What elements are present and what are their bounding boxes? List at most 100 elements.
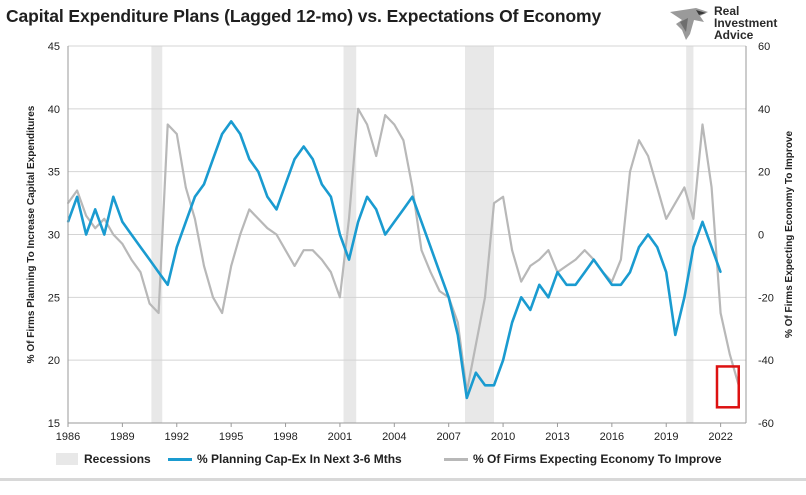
x-tick-label: 1992 <box>165 431 189 443</box>
tick-labels: 15 20 25 30 35 40 45 -60 -40 -20 0 20 40 60 1986 1989 19… <box>48 41 774 443</box>
data-point-right-57 <box>583 249 586 252</box>
data-point-left-41 <box>438 271 441 274</box>
y-right-tick-label: -60 <box>758 418 774 430</box>
legend-swatch-recessions <box>56 453 78 465</box>
data-point-left-32 <box>357 221 359 223</box>
legend-item-economy: % Of Firms Expecting Economy To Improve <box>444 452 722 466</box>
y-right-tick-label: 0 <box>758 230 764 242</box>
data-point-left-19 <box>239 133 242 135</box>
data-point-left-65 <box>656 246 659 248</box>
data-point-left-44 <box>465 396 468 399</box>
data-point-left-36 <box>393 221 396 223</box>
x-tick-label: 1995 <box>219 431 243 443</box>
data-point-left-1 <box>76 195 78 198</box>
data-point-left-71 <box>710 246 713 248</box>
data-point-right-10 <box>157 312 160 314</box>
data-point-left-17 <box>221 133 223 135</box>
x-tick-label: 2019 <box>654 431 678 443</box>
data-point-right-61 <box>620 258 622 261</box>
data-point-right-1 <box>76 189 78 192</box>
data-point-right-11 <box>166 123 169 126</box>
data-point-right-5 <box>112 233 115 236</box>
data-point-right-37 <box>402 139 405 142</box>
x-tick-label: 2016 <box>600 431 624 443</box>
data-point-left-35 <box>384 233 387 236</box>
footer-rule <box>0 478 806 481</box>
brand-line-3: Advice <box>714 28 754 42</box>
data-point-left-42 <box>447 296 450 299</box>
data-point-left-54 <box>556 271 559 274</box>
brand-name: Real Investment Advice <box>714 5 777 41</box>
data-point-right-23 <box>275 233 278 236</box>
y-right-tick-label: -20 <box>758 292 774 304</box>
legend-swatch-capex <box>168 457 192 461</box>
data-point-left-63 <box>638 246 640 248</box>
data-point-right-66 <box>665 217 668 220</box>
data-point-left-24 <box>284 183 287 186</box>
data-point-right-24 <box>284 249 287 252</box>
data-point-right-15 <box>203 265 205 267</box>
data-point-left-52 <box>538 283 541 286</box>
data-point-right-21 <box>257 217 260 220</box>
gridlines <box>68 45 746 424</box>
axes <box>67 46 747 424</box>
data-point-left-22 <box>266 195 269 198</box>
data-point-left-26 <box>302 145 305 148</box>
data-point-left-15 <box>203 183 205 186</box>
data-point-left-57 <box>583 271 586 274</box>
data-point-left-53 <box>547 296 550 299</box>
data-point-left-13 <box>184 221 187 223</box>
data-point-left-72 <box>719 271 722 274</box>
data-point-left-20 <box>248 158 251 161</box>
data-point-left-23 <box>275 208 278 211</box>
data-point-right-13 <box>184 186 187 189</box>
data-point-right-51 <box>529 265 532 267</box>
data-point-left-16 <box>212 158 214 161</box>
data-point-right-71 <box>710 186 713 189</box>
data-point-right-38 <box>411 186 414 189</box>
data-point-left-10 <box>157 271 160 274</box>
data-point-right-62 <box>629 170 631 173</box>
data-point-right-39 <box>420 249 423 252</box>
data-point-left-40 <box>429 246 432 248</box>
data-point-left-50 <box>520 296 523 299</box>
data-point-right-20 <box>248 208 251 211</box>
data-point-left-5 <box>112 195 115 198</box>
x-tick-label: 2010 <box>491 431 515 443</box>
y-left-tick-label: 45 <box>48 41 60 53</box>
data-point-left-31 <box>348 258 350 261</box>
data-point-right-55 <box>565 265 568 267</box>
data-point-left-9 <box>148 258 151 261</box>
data-point-right-16 <box>212 296 214 299</box>
data-point-left-64 <box>647 233 650 236</box>
data-point-right-18 <box>230 265 233 267</box>
data-point-right-31 <box>348 217 350 220</box>
brand-line-2: Investment <box>714 16 778 30</box>
data-point-left-34 <box>375 208 378 211</box>
x-tick-label: 1986 <box>56 431 80 443</box>
data-point-left-60 <box>610 283 613 286</box>
x-tick-label: 1998 <box>273 431 297 443</box>
data-point-left-8 <box>139 246 142 248</box>
data-point-right-17 <box>221 312 223 314</box>
data-point-right-56 <box>574 258 577 261</box>
data-point-right-40 <box>429 271 432 274</box>
data-point-left-29 <box>329 195 332 198</box>
data-point-left-70 <box>701 221 704 223</box>
y-right-tick-label: 20 <box>758 167 770 179</box>
data-point-left-43 <box>456 334 459 336</box>
data-point-left-30 <box>339 233 341 236</box>
legend-item-recessions: Recessions <box>56 452 151 466</box>
y-left-tick-label: 30 <box>48 230 60 242</box>
data-point-left-59 <box>601 271 604 274</box>
legend-label-capex: % Planning Cap-Ex In Next 3-6 Mths <box>197 452 402 466</box>
data-point-right-46 <box>484 296 486 299</box>
data-point-left-51 <box>529 309 532 311</box>
chart-title: Capital Expenditure Plans (Lagged 12-mo)… <box>6 6 602 26</box>
data-point-left-37 <box>402 208 405 211</box>
data-point-left-46 <box>484 384 486 387</box>
data-point-right-7 <box>130 258 133 261</box>
data-point-right-3 <box>94 227 97 230</box>
y-right-tick-label: -40 <box>758 355 774 367</box>
data-point-left-2 <box>85 233 88 236</box>
